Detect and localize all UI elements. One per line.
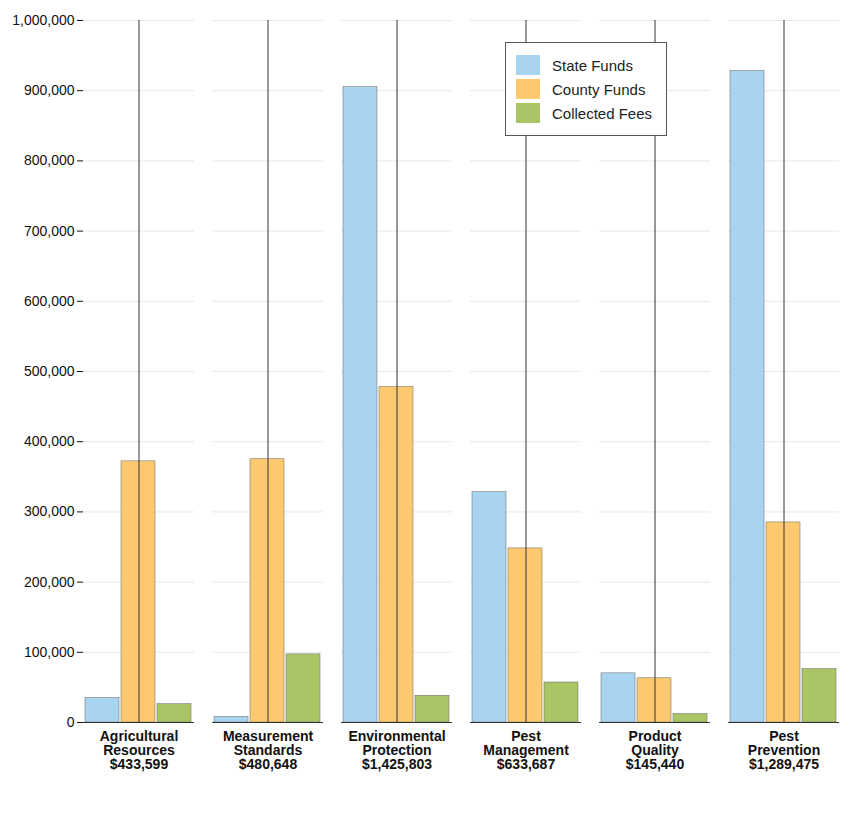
svg-text:1,000,000: 1,000,000: [12, 12, 74, 28]
html-text:State Funds: State Funds: [552, 56, 633, 74]
svg-text:PestPrevention$1,289,475: PestPrevention$1,289,475: [748, 728, 820, 772]
svg-text:ProductQuality$145,440: ProductQuality$145,440: [626, 728, 685, 772]
svg-text:EnvironmentalProtection$1,425,: EnvironmentalProtection$1,425,803: [348, 728, 445, 772]
svg-text:600,000: 600,000: [24, 293, 75, 309]
html-text:Collected Fees: Collected Fees: [552, 104, 653, 122]
svg-text:100,000: 100,000: [24, 644, 75, 660]
svg-text:PestManagement$633,687: PestManagement$633,687: [483, 728, 569, 772]
html-text:County Funds: County Funds: [552, 80, 646, 98]
svg-text:0: 0: [67, 714, 75, 730]
svg-text:500,000: 500,000: [24, 363, 75, 379]
svg-text:900,000: 900,000: [24, 82, 75, 98]
svg-text:300,000: 300,000: [24, 503, 75, 519]
svg-text:200,000: 200,000: [24, 574, 75, 590]
svg-text:800,000: 800,000: [24, 152, 75, 168]
svg-text:AgriculturalResources$433,599: AgriculturalResources$433,599: [100, 728, 179, 772]
svg-text:MeasurementStandards$480,648: MeasurementStandards$480,648: [223, 728, 314, 772]
svg-text:700,000: 700,000: [24, 223, 75, 239]
svg-text:400,000: 400,000: [24, 433, 75, 449]
